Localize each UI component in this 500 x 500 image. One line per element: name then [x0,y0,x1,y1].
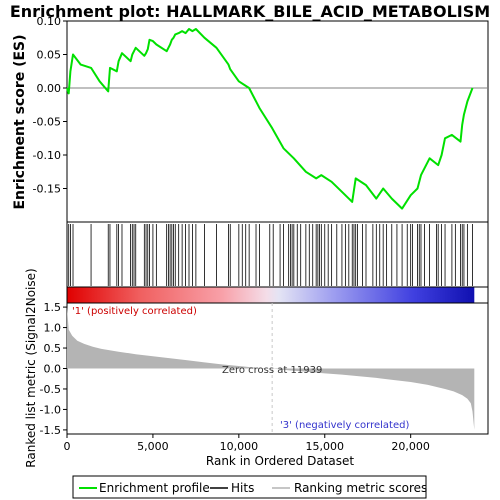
hits-group [68,224,473,286]
metric-panel: 1.5 1.0 0.5 0.0 -0.5 -1.0 -1.5 '1' (positively… [40,301,489,437]
es-y-tick-label: -0.10 [33,149,61,162]
color-band-strip [67,287,475,303]
hits-panel [66,221,489,288]
chart-title: Enrichment plot: HALLMARK_BILE_ACID_META… [10,2,490,21]
metric-y-tick-label: -1.0 [40,403,61,416]
metric-y-tick-label: 1.5 [44,301,62,314]
legend-box [72,475,427,499]
x-tick-label: 20,000 [391,440,430,453]
metric-y-tick-label: 0.0 [44,363,62,376]
es-panel-frame [66,20,489,223]
es-profile-line [66,28,474,210]
legend-label-ranking-metric: Ranking metric scores [294,481,427,495]
positive-correlation-label: '1' (positively correlated) [72,306,197,317]
es-y-axis-label: Enrichment score (ES) [12,34,28,209]
x-tick-label: 15,000 [306,440,345,453]
metric-y-tick-label: -0.5 [40,383,61,396]
x-tick-label: 10,000 [220,440,259,453]
es-y-tick-label: 0.10 [37,15,62,28]
x-tick-label: 0 [64,440,71,453]
es-y-tick-label: 0.05 [37,49,62,62]
metric-y-tick-label: 1.0 [44,322,62,335]
x-axis: 0 5,000 10,000 15,000 20,000 [64,434,430,453]
metric-y-axis-label: Ranked list metric (Signal2Noise) [24,268,38,467]
es-y-tick-label: -0.05 [33,116,61,129]
es-panel: 0.10 0.05 0.00 -0.05 -0.10 -0.15 [33,15,489,223]
x-axis-label: Rank in Ordered Dataset [206,454,354,468]
legend-label-hits: Hits [231,481,254,495]
negative-correlation-label: '3' (negatively correlated) [280,420,409,431]
legend-label-enrichment-profile: Enrichment profile [99,481,210,495]
legend: Enrichment profile Hits Ranking metric s… [72,475,427,499]
es-y-tick-label: 0.00 [37,82,62,95]
hits-panel-frame [66,221,489,288]
metric-y-tick-label: 0.5 [44,342,62,355]
metric-y-axis: 1.5 1.0 0.5 0.0 -0.5 -1.0 -1.5 [40,301,67,437]
es-y-tick-label: -0.15 [33,183,61,196]
ranking-color-band [66,286,489,304]
metric-area [67,307,475,430]
x-tick-label: 5,000 [137,440,169,453]
zero-cross-label: Zero cross at 11939 [222,365,322,376]
metric-y-tick-label: -1.5 [40,424,61,437]
es-y-axis: 0.10 0.05 0.00 -0.05 -0.10 -0.15 [33,15,67,196]
